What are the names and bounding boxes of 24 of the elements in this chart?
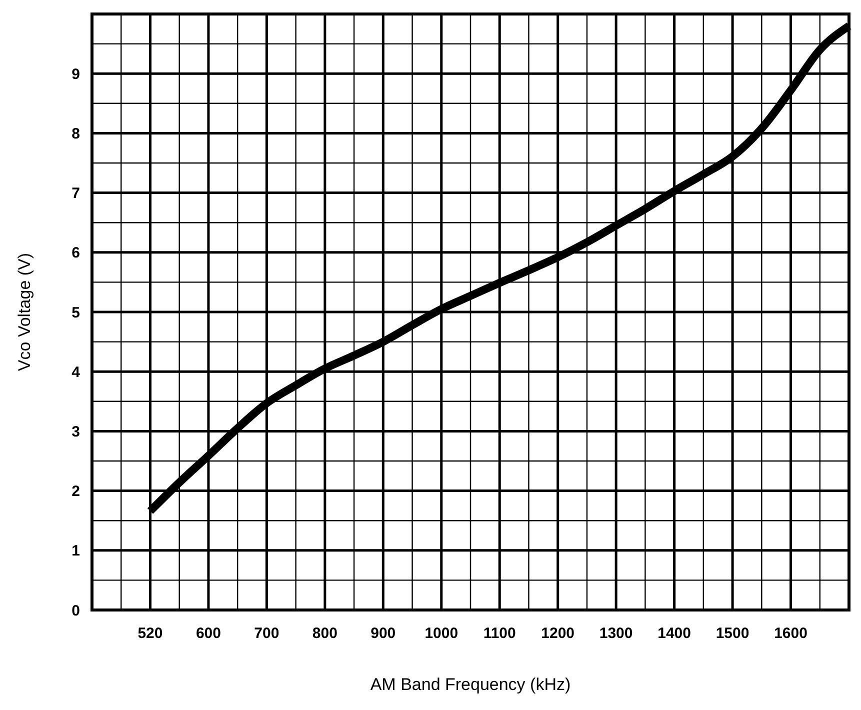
y-tick-label: 2 (72, 483, 80, 500)
x-tick-label: 900 (370, 625, 396, 642)
y-tick-label: 5 (72, 304, 80, 322)
x-tick-label: 1500 (716, 625, 750, 642)
x-tick-label: 800 (312, 625, 338, 642)
x-tick-label: 700 (254, 625, 280, 642)
x-tick-label: 1400 (658, 625, 691, 642)
y-axis-title: Vco Voltage (V) (15, 252, 34, 372)
x-tick-label: 1100 (483, 625, 516, 642)
x-axis-title: AM Band Frequency (kHz) (370, 675, 571, 694)
y-tick-label: 7 (72, 185, 80, 202)
y-tick-label: 8 (72, 125, 80, 142)
x-tick-label: 600 (196, 625, 221, 642)
y-tick-label: 1 (72, 542, 80, 560)
y-tick-label: 4 (72, 364, 81, 381)
y-tick-label: 9 (72, 66, 80, 83)
x-tick-label: 1000 (424, 625, 458, 642)
y-tick-label: 0 (72, 602, 80, 620)
x-tick-label: 1300 (599, 625, 633, 642)
x-tick-label: 1200 (541, 625, 575, 642)
x-tick-label: 1600 (774, 625, 808, 642)
x-tick-label: 520 (138, 625, 163, 642)
y-tick-label: 3 (72, 423, 80, 440)
y-tick-label: 6 (72, 244, 80, 262)
